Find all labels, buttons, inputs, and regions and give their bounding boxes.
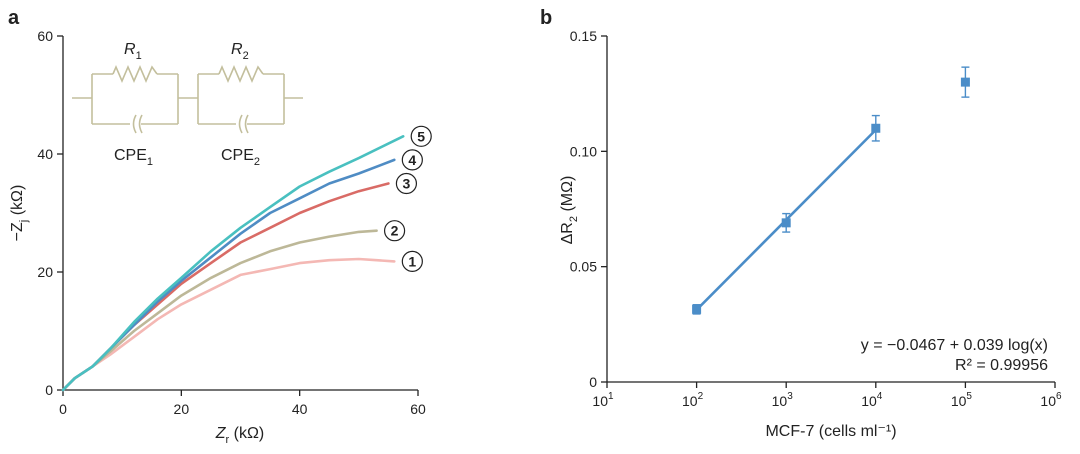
b-x-axis-label: MCF-7 (cells ml⁻¹) bbox=[765, 423, 896, 440]
series-3-badge: 3 bbox=[395, 172, 418, 195]
data-point bbox=[871, 114, 881, 142]
a-y-tick-label: 0 bbox=[45, 382, 53, 398]
a-y-tick-label: 40 bbox=[37, 146, 53, 162]
b-x-tick-label: 106 bbox=[1040, 391, 1062, 409]
series-5-line bbox=[61, 135, 405, 392]
equivalent-circuit: R1 R2 CPE1 CPE2 bbox=[72, 41, 303, 168]
series-1-line bbox=[61, 257, 396, 392]
b-y-tick-label: 0.15 bbox=[570, 28, 597, 44]
data-point bbox=[692, 304, 702, 315]
data-point bbox=[960, 66, 970, 98]
data-point bbox=[781, 212, 791, 233]
resistor-1-icon bbox=[112, 64, 158, 84]
b-x-tick-label: 104 bbox=[861, 391, 883, 409]
a-y-tick-label: 20 bbox=[37, 264, 53, 280]
series-5-label: 5 bbox=[417, 128, 425, 144]
panel-a-letter: a bbox=[8, 7, 20, 29]
series-2-badge: 2 bbox=[383, 220, 406, 242]
point-marker bbox=[781, 218, 791, 228]
b-y-tick-label: 0.05 bbox=[570, 259, 597, 275]
chart-a: 0 20 40 60 0 20 40 60 12 3 45 −Zj (kΩ) Zr (kΩ) bbox=[9, 28, 432, 446]
series-5-badge: 5 bbox=[410, 125, 432, 147]
b-x-tick-label: 101 bbox=[592, 391, 614, 409]
b-x-tick-label: 103 bbox=[772, 391, 794, 409]
a-x-tick-label: 20 bbox=[174, 401, 190, 417]
point-marker bbox=[871, 123, 881, 133]
series-3-label: 3 bbox=[403, 176, 411, 192]
series-3-line bbox=[61, 182, 390, 392]
resistor-2-icon bbox=[218, 64, 264, 84]
cpe-1-icon bbox=[132, 114, 137, 134]
b-x-tick-label: 102 bbox=[682, 391, 704, 409]
cpe-2-icon bbox=[238, 114, 243, 134]
panel-b-letter: b bbox=[540, 7, 552, 29]
series-4-badge: 4 bbox=[401, 149, 423, 171]
series-1-badge: 1 bbox=[401, 250, 423, 272]
cpe2-label: CPE2 bbox=[221, 147, 260, 168]
series-2-label: 2 bbox=[391, 223, 399, 239]
fit-equation: y = −0.0467 + 0.039 log(x) bbox=[861, 337, 1048, 354]
cpe1-label: CPE1 bbox=[114, 147, 153, 168]
a-y-tick-label: 60 bbox=[37, 28, 53, 44]
b-y-tick-label: 0.10 bbox=[570, 143, 597, 159]
series-1-label: 1 bbox=[408, 253, 416, 269]
a-x-tick-label: 0 bbox=[59, 401, 67, 417]
series-4-line bbox=[61, 158, 396, 392]
a-x-axis-label: Zr (kΩ) bbox=[215, 425, 265, 446]
r1-label: R1 bbox=[124, 41, 142, 62]
b-y-axis-label: ΔR2 (MΩ) bbox=[559, 176, 580, 245]
series-4-label: 4 bbox=[408, 152, 416, 168]
b-x-tick-label: 105 bbox=[951, 391, 973, 409]
point-marker bbox=[692, 304, 702, 314]
point-marker bbox=[960, 77, 970, 87]
a-x-tick-label: 40 bbox=[292, 401, 308, 417]
chart-b: 101 102 103 104 105 106 0 0.05 0.10 0.15 ΔR2 (MΩ)… bbox=[559, 28, 1062, 440]
fit-r-squared: R² = 0.99956 bbox=[955, 357, 1048, 374]
a-y-axis-label: −Zj (kΩ) bbox=[9, 185, 30, 242]
b-y-tick-label: 0 bbox=[589, 374, 597, 390]
r2-label: R2 bbox=[231, 41, 249, 62]
series-2-line bbox=[61, 229, 378, 392]
a-x-tick-label: 60 bbox=[410, 401, 426, 417]
